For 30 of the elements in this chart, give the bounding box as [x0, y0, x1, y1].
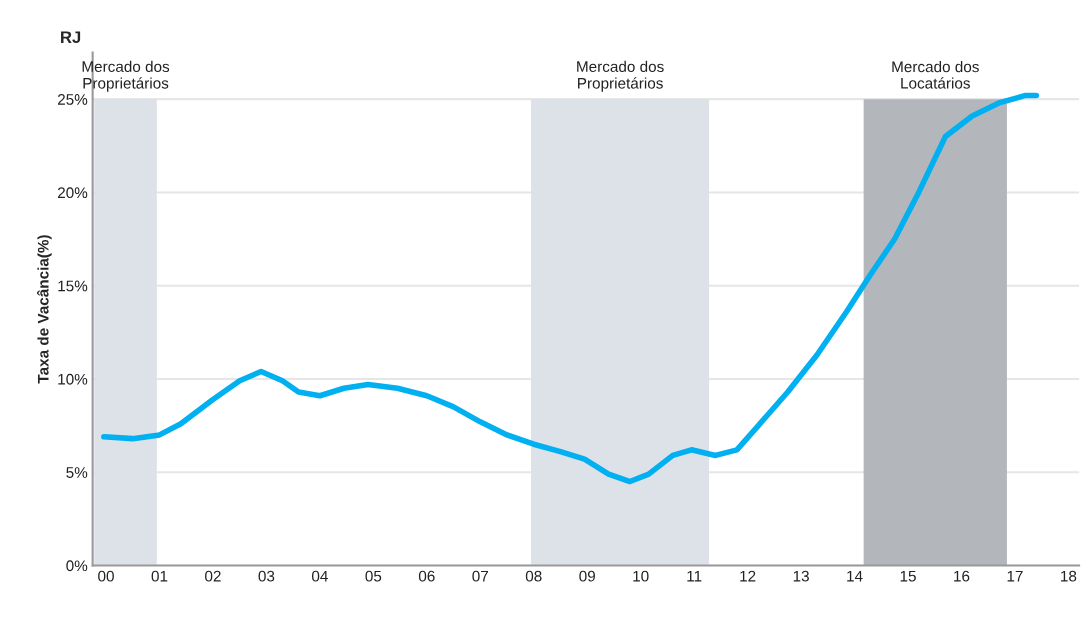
x-tick-label: 03 [258, 570, 275, 582]
y-tick-label: 20% [57, 187, 88, 199]
y-tick-label: 15% [58, 280, 88, 292]
y-axis-title: Taxa de Vacância(%) [37, 235, 52, 384]
x-tick-label: 09 [579, 570, 595, 582]
x-tick-label: 04 [311, 570, 328, 582]
x-tick-label: 01 [151, 570, 168, 582]
x-tick-label: 16 [954, 570, 970, 582]
x-tick-label: 00 [98, 570, 114, 582]
x-tick-label: 18 [1061, 570, 1077, 582]
x-tick-label: 14 [847, 570, 863, 582]
y-tick-label: 0% [66, 560, 88, 572]
band-label: Mercado dos Proprietários [577, 60, 664, 92]
x-tick-label: 02 [205, 570, 221, 582]
text: RJ [61, 31, 81, 44]
x-tick-label: 06 [418, 570, 435, 582]
x-tick-label: 12 [740, 570, 756, 582]
band-label: Mercado dos Proprietários [82, 60, 170, 92]
band-label: Mercado dos Locatários [892, 61, 979, 89]
x-tick-label: 08 [525, 570, 542, 582]
x-tick-label: 15 [900, 570, 916, 582]
x-tick-label: 11 [687, 570, 702, 582]
y-tick-label: 5% [66, 467, 88, 478]
x-tick-label: 07 [472, 570, 489, 582]
x-tick-label: 17 [1007, 570, 1023, 582]
y-tick-label: 25% [57, 94, 88, 105]
x-tick-label: 05 [365, 570, 382, 582]
x-tick-label: 13 [793, 570, 809, 582]
y-tick-label: 10% [58, 373, 88, 385]
x-tick-label: 10 [633, 570, 649, 582]
